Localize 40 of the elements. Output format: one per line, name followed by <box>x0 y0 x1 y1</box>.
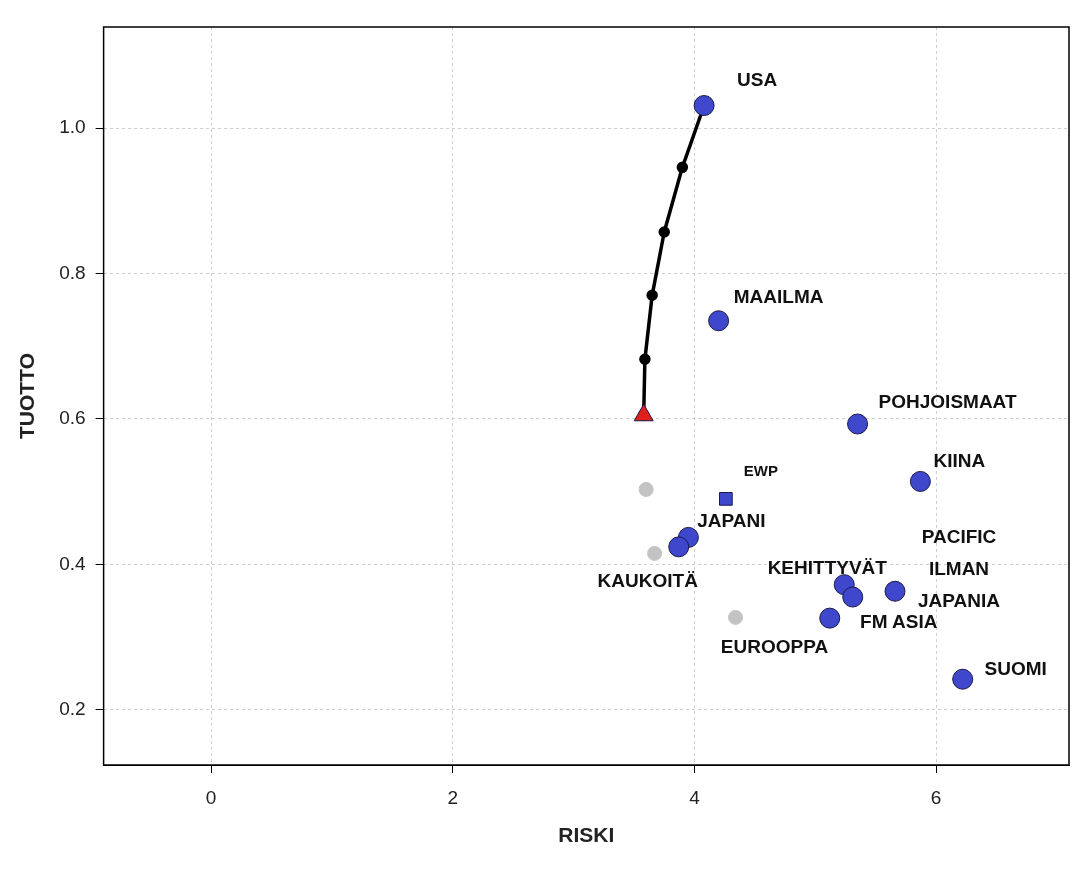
point <box>847 413 869 435</box>
annotation: JAPANI <box>697 509 766 531</box>
x-tick-label: 4 <box>689 786 701 808</box>
x-tick-label: 0 <box>205 786 217 808</box>
y-tick-label: 0.8 <box>59 261 86 283</box>
point <box>708 310 730 332</box>
annotation: POHJOISMAAT <box>878 391 1017 413</box>
annotation: MAAILMA <box>733 285 824 307</box>
point <box>819 607 841 629</box>
point <box>842 586 864 608</box>
x-tick-label: 6 <box>930 786 942 808</box>
point <box>719 492 733 506</box>
x-axis-title: RISKI <box>558 823 615 847</box>
point <box>693 95 715 117</box>
y-tick-label: 0.2 <box>59 697 86 719</box>
annotation: KEHITTYVÄT <box>767 556 888 578</box>
y-axis-title: TUOTTO <box>15 353 39 439</box>
point <box>647 545 663 561</box>
y-tick-label: 1.0 <box>59 116 86 138</box>
annotation: SUOMI <box>984 658 1047 680</box>
annotation: EUROOPPA <box>720 635 829 657</box>
x-tick-label: 2 <box>447 786 459 808</box>
point <box>639 353 651 366</box>
point <box>668 536 690 558</box>
point <box>676 161 689 174</box>
point <box>646 289 658 302</box>
point <box>728 609 744 625</box>
point <box>909 470 931 492</box>
annotation: KAUKOITÄ <box>597 570 699 592</box>
annotation: KIINA <box>933 449 986 471</box>
annotation: EWP <box>743 462 778 480</box>
annotation: FM ASIA <box>860 611 938 633</box>
y-tick-label: 0.4 <box>59 552 87 574</box>
annotation: USA <box>737 68 778 90</box>
point <box>658 226 670 238</box>
y-tick-label: 0.6 <box>59 407 86 429</box>
point <box>884 580 906 602</box>
point <box>952 668 974 690</box>
point <box>638 481 654 497</box>
annotation: PACIFIC ILMAN JAPANIA <box>918 526 1001 612</box>
